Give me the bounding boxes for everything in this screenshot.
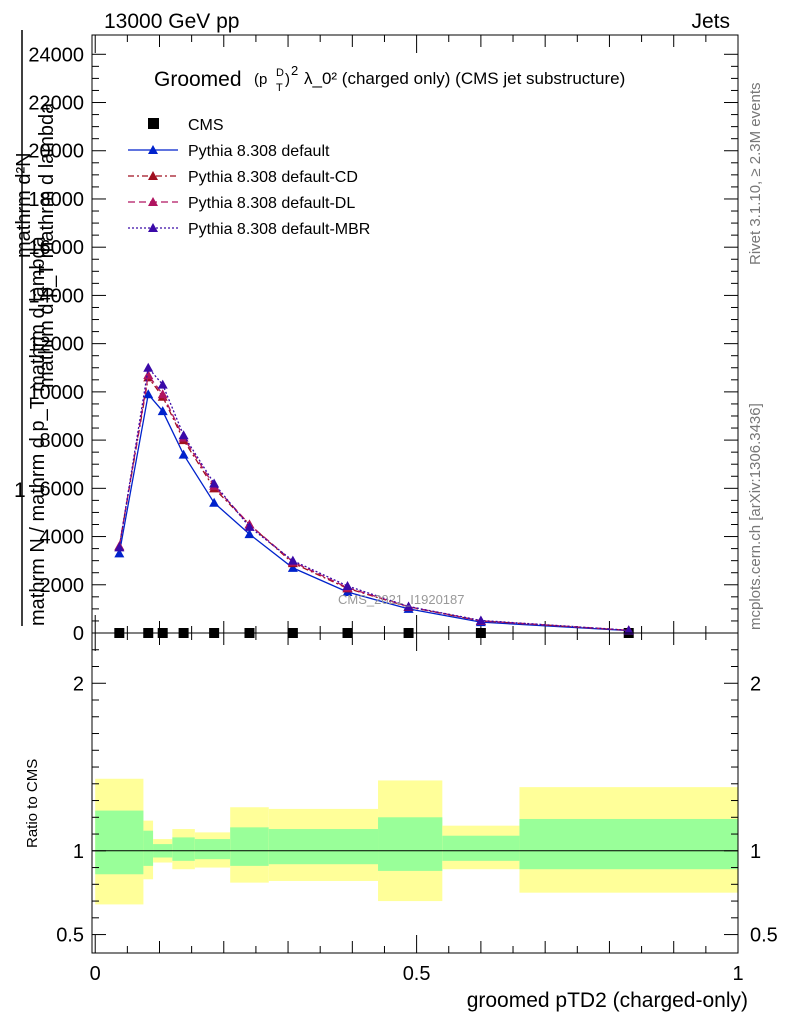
header-right-label: Jets (691, 10, 730, 33)
ratio-band-inner (172, 837, 195, 861)
legend-item: CMS (148, 117, 224, 134)
legend: CMS Pythia 8.308 default Pythia 8.308 defa… (128, 117, 370, 238)
series-marker-4 (157, 379, 168, 389)
ratio-band-inner (519, 818, 738, 870)
main-y-tick-label: 6000 (40, 478, 85, 500)
series-line-4 (118, 366, 629, 631)
ratio-band-inner (194, 839, 231, 860)
legend-label: Pythia 8.308 default (188, 143, 330, 160)
ratio-y-tick-label: 0.5 (56, 925, 84, 947)
series-marker-4 (287, 555, 298, 565)
main-y-tick-label: 2000 (40, 575, 85, 597)
series-marker-1 (244, 529, 255, 539)
ratio-y-ticks: 0.5 0.5 1 1 2 2 (56, 649, 778, 947)
series-marker-3 (157, 389, 168, 399)
x-axis-label: groomed pTD2 (charged-only) (467, 989, 748, 1012)
series-marker-1 (143, 389, 154, 399)
ratio-plot-frame (91, 632, 739, 954)
ratio-x-ticks: 0 0.5 1 (90, 633, 744, 985)
series-marker-4 (143, 362, 154, 372)
series-marker-1 (287, 562, 298, 572)
y-label-numerator: mathrm d²N (13, 152, 35, 258)
y-label-inverse: mathrm N / mathrm d p_T mathrm d lambda (27, 235, 49, 626)
title-sub-t: T (276, 82, 283, 94)
ratio-y-tick-label-right: 0.5 (750, 925, 778, 947)
ratio-y-tick-label-right: 2 (750, 673, 761, 695)
main-plot-panel: 0 2000 4000 6000 8000 10000 12000 14000 16000 180… (13, 30, 739, 645)
ratio-band-inner (268, 829, 379, 865)
legend-marker-square (148, 118, 159, 129)
main-y-tick-label: 18000 (28, 189, 84, 211)
series-marker-1 (178, 449, 189, 459)
title-sup-d: D (276, 67, 284, 79)
ratio-band-inner (230, 827, 269, 866)
legend-marker-triangle (148, 145, 158, 154)
ratio-plot-panel: 0.5 0.51 12 2 0 0.5 1 Ratio to CMS groomed pT… (24, 632, 778, 1012)
chart-title-ptd-symbol: (p D T ) 2 (254, 63, 298, 94)
main-y-tick-label: 0 (73, 623, 84, 645)
series-marker-4 (342, 580, 353, 590)
y-label-denominator: mathrm d p_T mathrm d lambda (36, 102, 58, 388)
main-y-tick-label: 22000 (28, 93, 84, 115)
analysis-watermark: CMS_2021_I1920187 (338, 592, 465, 607)
main-y-tick-label: 10000 (28, 382, 84, 404)
header-left-label: 13000 GeV pp (104, 10, 239, 33)
legend-item: Pythia 8.308 default-CD (128, 169, 358, 186)
main-y-ticks: 0 2000 4000 6000 8000 10000 12000 14000 16000 180… (28, 44, 738, 645)
x-tick-label: 0 (90, 963, 101, 985)
legend-label: Pythia 8.308 default-MBR (188, 221, 370, 238)
legend-label: CMS (188, 117, 224, 134)
rivet-label: Rivet 3.1.10, ≥ 2.3M events (747, 83, 764, 266)
series-marker-4 (209, 478, 220, 488)
legend-marker-triangle (148, 223, 158, 232)
x-tick-label: 0.5 (403, 963, 431, 985)
ratio-band-inner (442, 835, 520, 861)
main-y-tick-label: 12000 (28, 334, 84, 356)
legend-item: Pythia 8.308 default-MBR (128, 221, 370, 238)
ratio-bands (95, 778, 738, 905)
main-y-tick-label: 20000 (28, 141, 84, 163)
series-marker-1 (114, 548, 125, 558)
main-y-tick-label: 14000 (28, 285, 84, 307)
main-y-tick-label: 8000 (40, 430, 85, 452)
mcplots-label: mcplots.cern.ch [arXiv:1306.3436] (747, 403, 764, 630)
legend-marker-triangle (148, 171, 158, 180)
legend-label: Pythia 8.308 default-DL (188, 195, 355, 212)
series-marker-3 (143, 369, 154, 379)
ratio-y-tick-label: 2 (73, 673, 84, 695)
title-paren-close: ) (285, 71, 290, 88)
chart-title-groomed: Groomed (154, 68, 242, 91)
main-y-tick-label: 4000 (40, 527, 85, 549)
y-label-top: 1 (14, 479, 26, 502)
series-marker-4 (178, 430, 189, 440)
ratio-y-tick-label: 1 (73, 841, 84, 863)
ratio-band-inner (143, 830, 154, 866)
main-y-tick-label: 24000 (28, 44, 84, 66)
series-marker-4 (475, 615, 486, 625)
ratio-band-inner (95, 810, 144, 875)
series-marker-4 (114, 542, 125, 552)
series-marker-1 (209, 497, 220, 507)
title-paren-open: (p (254, 71, 267, 88)
main-y-axis-label: 1 mathrm d²N mathrm d p_T mathrm d lambd… (13, 30, 58, 626)
series-marker-4 (623, 625, 634, 635)
title-sup-2: 2 (291, 63, 298, 78)
legend-label: Pythia 8.308 default-CD (188, 169, 358, 186)
main-y-tick-label: 16000 (28, 237, 84, 259)
series-marker-4 (403, 601, 414, 611)
series-marker-1 (157, 406, 168, 416)
legend-marker-triangle (148, 197, 158, 206)
ratio-band-inner (378, 817, 443, 871)
x-tick-label: 1 (732, 963, 743, 985)
chart-title-rest: λ_0² (charged only) (CMS jet substructur… (304, 69, 625, 88)
series-marker-4 (244, 521, 255, 531)
ratio-y-axis-label: Ratio to CMS (24, 759, 41, 848)
legend-item: Pythia 8.308 default (128, 143, 330, 160)
ratio-y-tick-label-right: 1 (750, 841, 761, 863)
legend-item: Pythia 8.308 default-DL (128, 195, 355, 212)
